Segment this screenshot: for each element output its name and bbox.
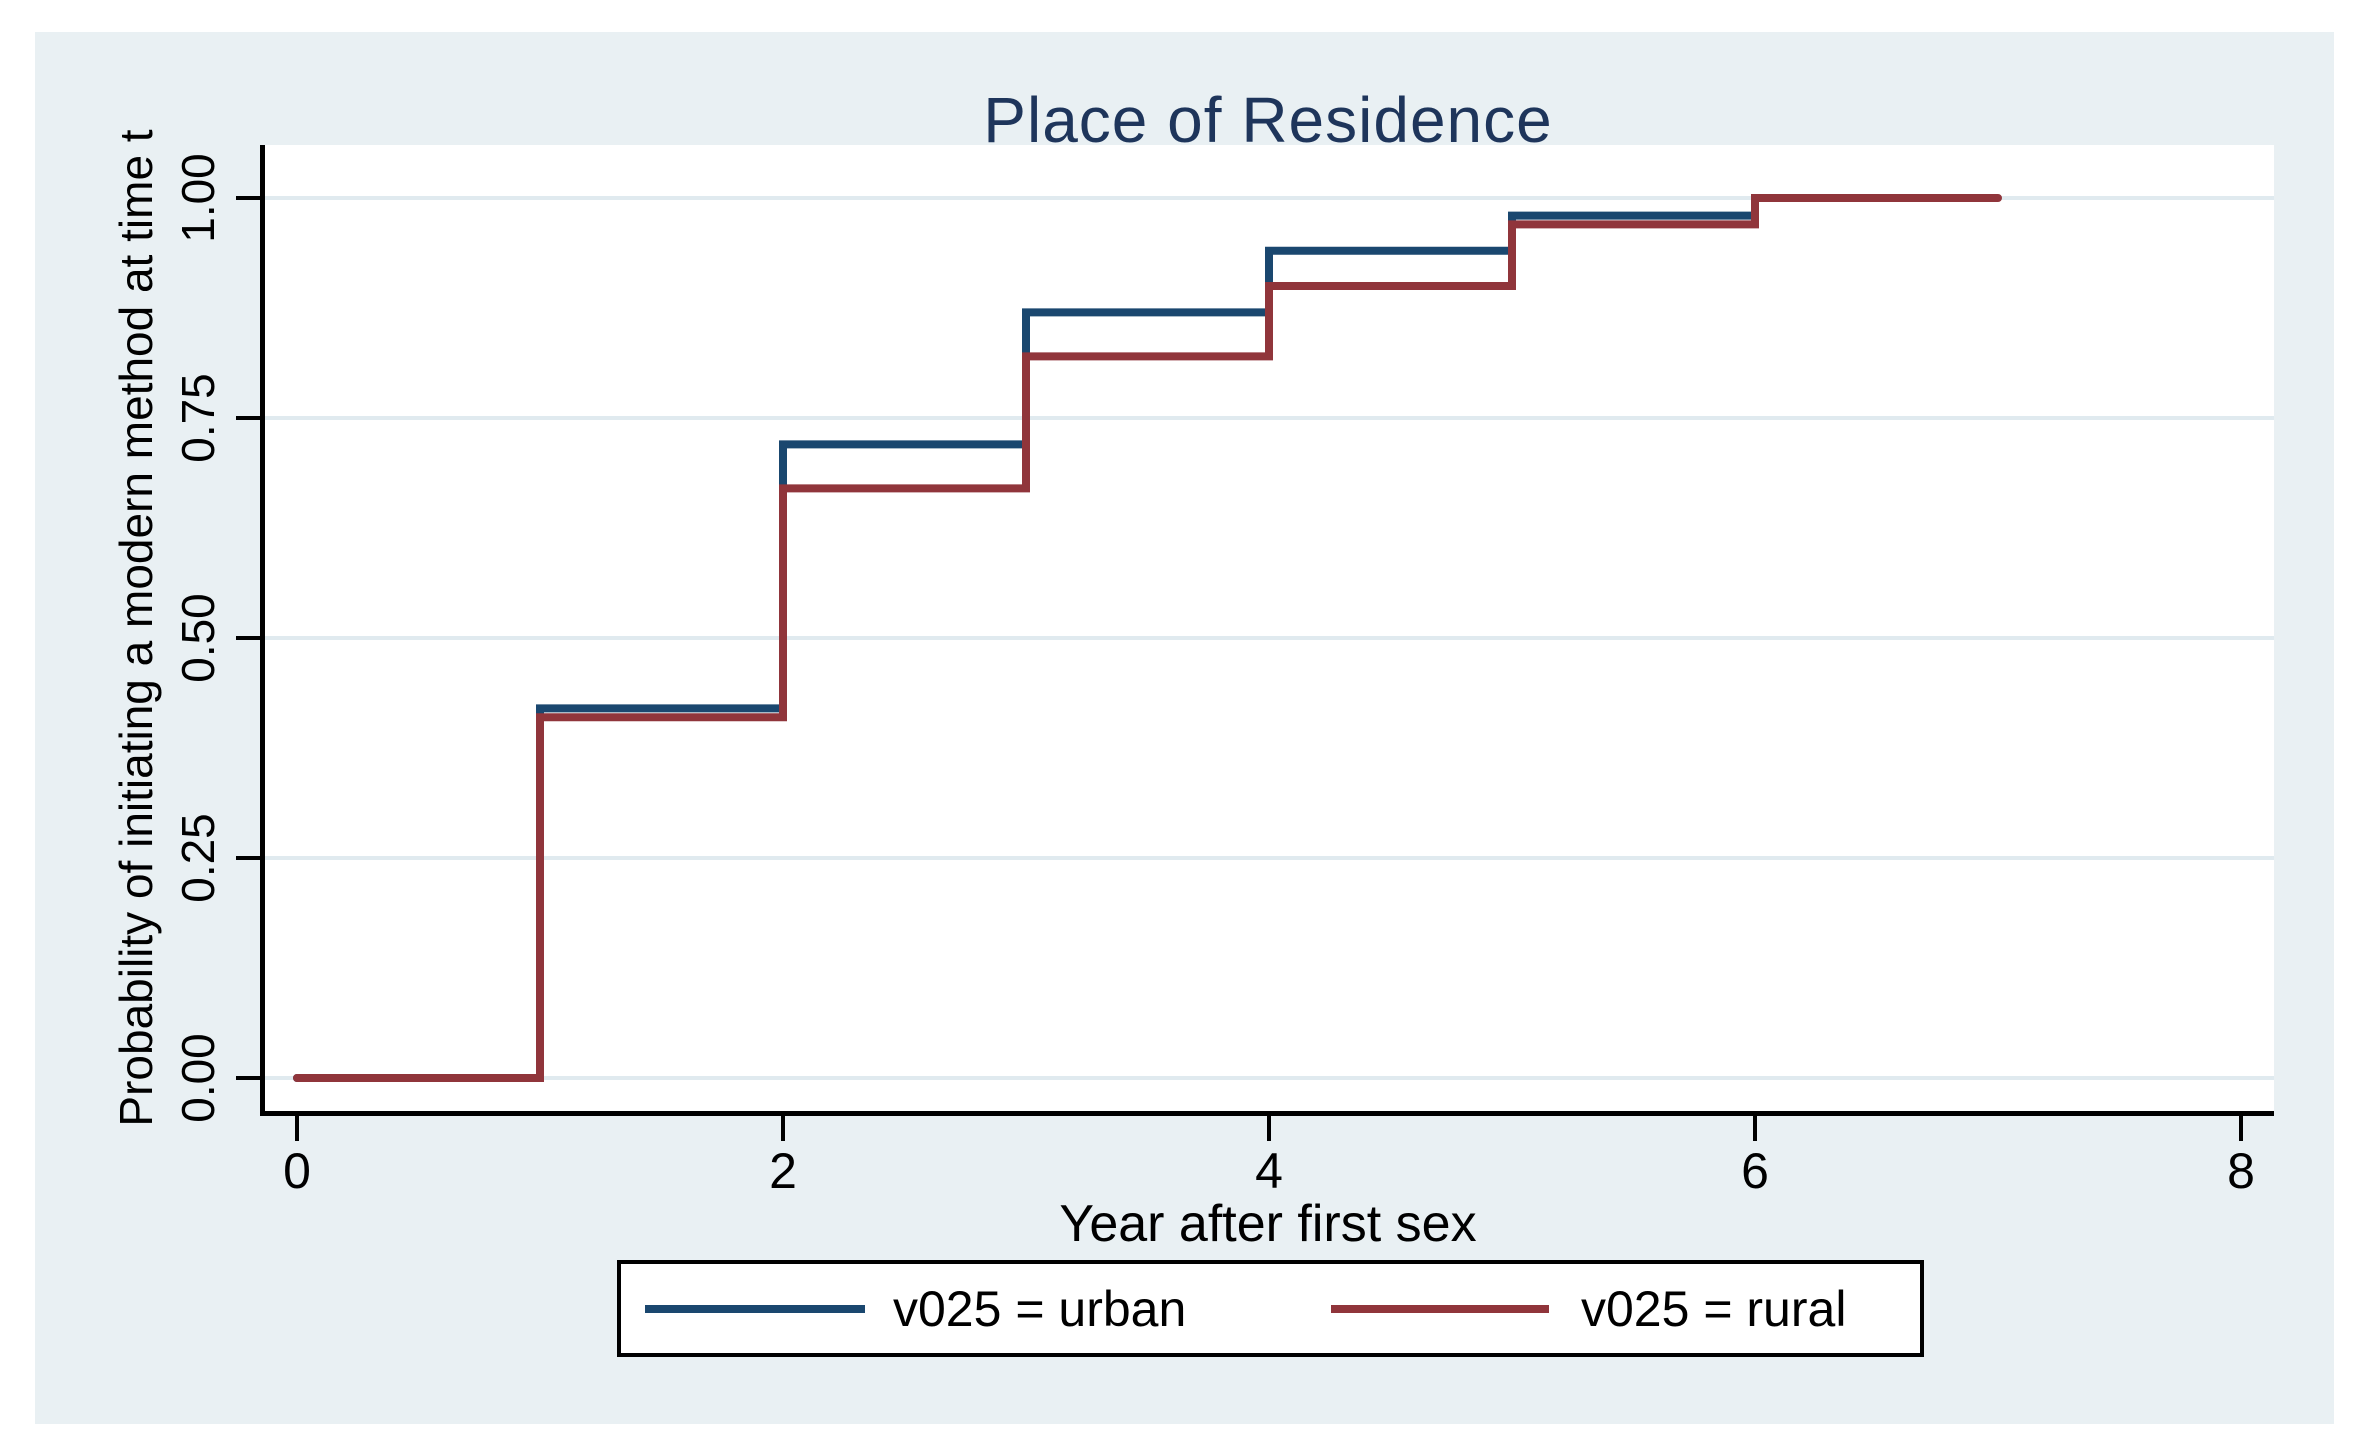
x-tick-label: 4 xyxy=(1255,1143,1283,1199)
y-tick xyxy=(236,196,261,200)
y-tick-label: 1.00 xyxy=(172,153,224,243)
gridline xyxy=(263,636,2274,640)
x-tick-label: 6 xyxy=(1741,1143,1769,1199)
legend-swatch-rural xyxy=(1331,1305,1549,1313)
y-tick xyxy=(236,1076,261,1080)
series-line-rural xyxy=(293,194,2002,1082)
y-tick xyxy=(236,636,261,640)
x-axis-title: Year after first sex xyxy=(1059,1195,1477,1253)
y-axis-title: Probability of initiating a modern metho… xyxy=(110,129,162,1127)
gridline xyxy=(263,196,2274,200)
gridline xyxy=(263,856,2274,860)
x-tick xyxy=(781,1116,785,1141)
legend-label-urban: v025 = urban xyxy=(893,1281,1187,1337)
y-tick xyxy=(236,416,261,420)
x-tick-label: 2 xyxy=(769,1143,797,1199)
y-tick xyxy=(236,856,261,860)
legend: v025 = urban v025 = rural xyxy=(617,1260,1924,1357)
y-tick-label: 0.00 xyxy=(172,1033,224,1123)
x-tick xyxy=(1753,1116,1757,1141)
x-tick xyxy=(2239,1116,2243,1141)
series-plot xyxy=(293,194,2002,1082)
y-tick-label: 0.25 xyxy=(172,813,224,903)
x-tick-label: 0 xyxy=(283,1143,311,1199)
gridline xyxy=(263,416,2274,420)
x-tick xyxy=(1267,1116,1271,1141)
x-tick-label: 8 xyxy=(2227,1143,2255,1199)
x-tick xyxy=(295,1116,299,1141)
legend-swatch-urban xyxy=(645,1305,865,1313)
y-tick-label: 0.75 xyxy=(172,373,224,463)
series-line-urban xyxy=(293,194,1759,1082)
chart-title: Place of Residence xyxy=(983,84,1553,156)
legend-label-rural: v025 = rural xyxy=(1581,1281,1847,1337)
y-tick-label: 0.50 xyxy=(172,593,224,683)
x-axis-line xyxy=(260,1111,2274,1116)
gridline xyxy=(263,1076,2274,1080)
y-axis-line xyxy=(260,145,265,1116)
